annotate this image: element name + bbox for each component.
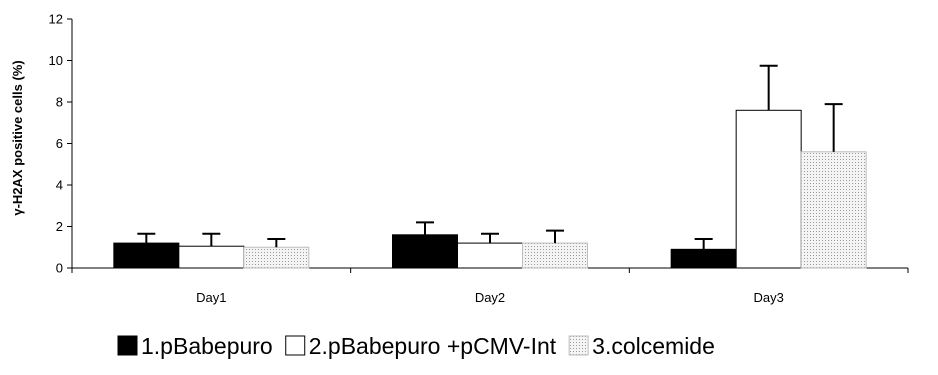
- bar: [392, 234, 458, 269]
- bar: [457, 242, 523, 269]
- y-tick-label: 10: [49, 53, 63, 68]
- y-tick-label: 8: [56, 95, 63, 110]
- bars: [113, 64, 867, 269]
- bar: [178, 245, 245, 269]
- y-tick-label: 4: [56, 178, 63, 193]
- bar: [522, 242, 588, 269]
- bar: [113, 242, 180, 269]
- x-tick-label: Day2: [475, 290, 505, 305]
- bar: [800, 151, 867, 269]
- y-axis-label: γ-H2AX positive cells (%): [10, 60, 25, 215]
- legend-label: 3.colcemide: [592, 333, 715, 359]
- y-tick-label: 2: [56, 219, 63, 234]
- legend-label: 2.pBabepuro +pCMV-Int: [309, 333, 557, 359]
- legend-swatch: [117, 335, 138, 356]
- bar: [735, 109, 802, 269]
- legend: 1.pBabepuro 2.pBabepuro +pCMV-Int 3.colcem…: [117, 333, 715, 359]
- x-axis: Day1 Day2 Day3: [71, 267, 909, 305]
- x-tick-label: Day3: [753, 290, 783, 305]
- legend-swatch: [568, 335, 589, 356]
- y-axis: 0 2 4 6 8 10 12: [49, 12, 73, 276]
- bar: [670, 248, 737, 269]
- legend-swatch: [285, 335, 306, 356]
- y-tick-label: 0: [56, 261, 63, 276]
- y-tick-label: 12: [49, 12, 63, 27]
- y-tick-label: 6: [56, 136, 63, 151]
- bar: [243, 246, 310, 269]
- legend-label: 1.pBabepuro: [141, 333, 273, 359]
- x-tick-label: Day1: [196, 290, 226, 305]
